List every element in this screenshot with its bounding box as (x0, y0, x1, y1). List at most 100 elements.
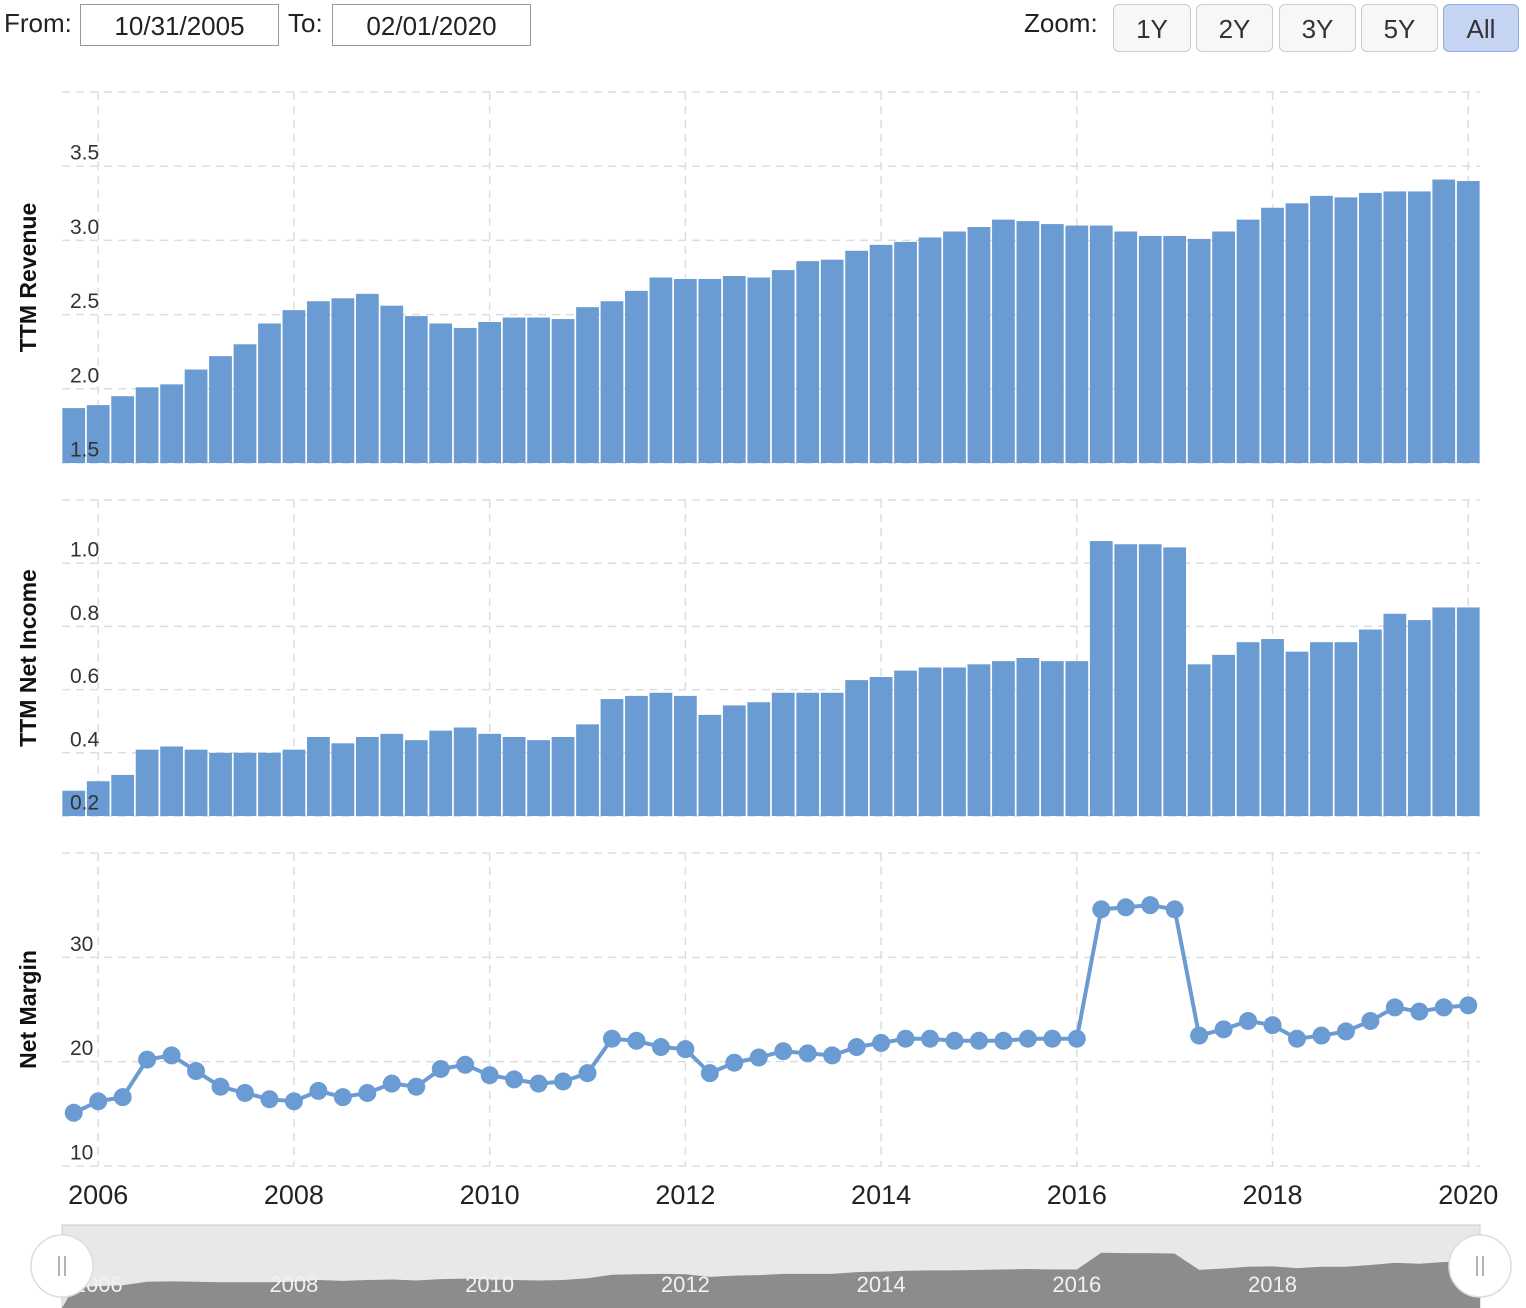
x-tick-label: 2018 (1242, 1180, 1302, 1210)
point (725, 1053, 744, 1072)
bar (869, 676, 893, 816)
bar (845, 680, 869, 816)
point (872, 1033, 891, 1052)
bar (282, 310, 306, 463)
point (1410, 1002, 1429, 1021)
bar (649, 692, 673, 816)
bar (1456, 181, 1480, 464)
bar (820, 692, 844, 816)
bar (845, 250, 869, 463)
bar (331, 743, 355, 816)
point (89, 1092, 108, 1111)
bar (404, 740, 428, 816)
bar (1187, 664, 1211, 816)
x-tick-label: 2006 (68, 1180, 128, 1210)
point (774, 1042, 793, 1061)
bar (331, 298, 355, 463)
bar (698, 278, 722, 463)
bar (1212, 231, 1235, 463)
bar (1163, 235, 1187, 463)
bar (1261, 639, 1284, 816)
point (1385, 998, 1404, 1017)
bar (1310, 195, 1333, 463)
bar (160, 746, 183, 816)
point (1116, 898, 1135, 917)
to-input[interactable]: 02/01/2020 (332, 4, 531, 46)
zoom-button[interactable]: 3Y (1279, 4, 1356, 52)
point (1239, 1011, 1258, 1030)
point (260, 1090, 279, 1109)
point (1092, 900, 1111, 919)
point (798, 1044, 817, 1063)
point (284, 1092, 303, 1111)
bar (747, 277, 771, 463)
zoom-button[interactable]: 2Y (1196, 4, 1273, 52)
bar (967, 227, 991, 463)
bar (453, 327, 477, 463)
point (235, 1083, 254, 1102)
bar (184, 749, 208, 816)
navigator-label: 2014 (857, 1272, 906, 1297)
bar (453, 727, 477, 816)
point (1018, 1029, 1037, 1048)
y-tick-label: 1.5 (70, 439, 99, 462)
bar (429, 730, 453, 816)
point (945, 1031, 964, 1050)
point (187, 1062, 206, 1081)
bar (527, 740, 550, 816)
zoom-button[interactable]: 5Y (1361, 4, 1438, 52)
point (211, 1077, 230, 1096)
bar (1212, 654, 1235, 816)
point (1434, 998, 1453, 1017)
bar (1114, 231, 1138, 463)
navigator-handle[interactable] (30, 1234, 94, 1298)
bar (1187, 238, 1211, 463)
bar (86, 781, 110, 816)
from-input[interactable]: 10/31/2005 (80, 4, 279, 46)
y-tick-label: 30 (70, 933, 93, 956)
bar (796, 261, 820, 463)
bar (380, 305, 404, 463)
navigator-handle[interactable] (1448, 1234, 1512, 1298)
from-label: From: (4, 8, 72, 38)
bar (551, 737, 575, 816)
point (1312, 1026, 1331, 1045)
line (72, 903, 1469, 1115)
bar (1065, 661, 1089, 816)
point (309, 1081, 328, 1100)
bar (184, 369, 208, 463)
point (162, 1046, 181, 1065)
point (1288, 1029, 1307, 1048)
point (700, 1064, 719, 1083)
bar (722, 705, 746, 816)
bar (380, 733, 404, 816)
point (1361, 1011, 1380, 1030)
y-tick-label: 2.0 (70, 364, 99, 387)
point (358, 1083, 377, 1102)
bar (771, 692, 795, 816)
bar (1138, 544, 1162, 816)
bar (1236, 642, 1260, 816)
bar (551, 319, 575, 463)
bar (1065, 225, 1089, 463)
bar (502, 317, 526, 463)
bar (62, 408, 86, 463)
bar (1040, 661, 1064, 816)
bar (86, 405, 110, 463)
bar (527, 317, 550, 463)
zoom-button[interactable]: 1Y (1113, 4, 1191, 52)
point (407, 1077, 426, 1096)
bar (576, 307, 599, 463)
y-tick-label: 0.4 (70, 728, 100, 751)
bar (135, 749, 159, 816)
bar (1261, 207, 1284, 463)
bar (1383, 191, 1407, 464)
zoom-button[interactable]: All (1443, 4, 1519, 52)
point (382, 1074, 401, 1093)
bar (918, 667, 942, 816)
bar (967, 664, 991, 816)
bar (111, 396, 135, 463)
bar (62, 790, 86, 816)
point (1459, 996, 1478, 1015)
